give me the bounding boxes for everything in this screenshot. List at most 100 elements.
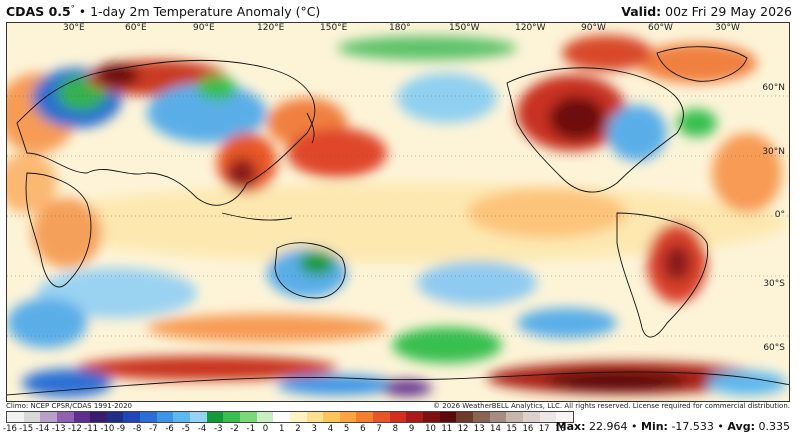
colorbar-tick: -7 — [149, 424, 158, 434]
header: CDAS 0.5° • 1-day 2m Temperature Anomaly… — [0, 0, 800, 22]
stats-sep: • — [717, 420, 724, 433]
colorbar-swatch — [306, 412, 324, 422]
colorbar-swatch — [56, 412, 74, 422]
lat-label: 30°S — [763, 279, 785, 289]
avg-value: 0.335 — [758, 420, 791, 433]
colorbar-swatch — [373, 412, 390, 422]
lon-label: 60°W — [648, 23, 673, 33]
colorbar-swatch — [406, 412, 424, 422]
max-value: 22.964 — [589, 420, 628, 433]
colorbar-tick: -14 — [35, 424, 50, 434]
colorbar-tick: 2 — [295, 424, 301, 434]
colorbar-tick: -16 — [3, 424, 17, 434]
colorbar-swatch — [456, 412, 473, 422]
degree-mark: ° — [70, 4, 75, 13]
colorbar-tick: -9 — [116, 424, 126, 434]
colorbar-tick: -13 — [51, 424, 66, 434]
title-bar: CDAS 0.5° • 1-day 2m Temperature Anomaly… — [6, 4, 320, 19]
colorbar — [6, 411, 574, 423]
colorbar-swatch — [323, 412, 340, 422]
colorbar-swatch — [90, 412, 107, 422]
lat-label: 60°N — [762, 83, 785, 93]
lon-label: 30°E — [63, 23, 85, 33]
colorbar-swatch — [239, 412, 257, 422]
colorbar-swatch — [506, 412, 523, 422]
colorbar-tick: -12 — [67, 424, 82, 434]
colorbar-tick: 1 — [278, 424, 285, 434]
valid-time-block: Valid: 00z Fri 29 May 2026 — [621, 4, 792, 19]
valid-time: 00z Fri 29 May 2026 — [665, 4, 792, 19]
colorbar-tick: 0 — [262, 424, 269, 434]
stats-sep: • — [631, 420, 638, 433]
colorbar-swatch — [73, 412, 91, 422]
colorbar-swatch — [339, 412, 357, 422]
colorbar-swatch — [140, 412, 157, 422]
colorbar-ticks: -16 -15 -14 -13 -12 -11 -10 -9 -8 -7 -6 -5 -4 -3 -2 -1 0… — [3, 424, 574, 438]
colorbar-swatch — [156, 412, 174, 422]
colorbar-swatch — [190, 412, 207, 422]
colorbar-tick: 11 — [441, 424, 453, 434]
colorbar-tick: -5 — [181, 424, 191, 434]
lon-label: 30°W — [715, 23, 740, 33]
colorbar-swatch — [489, 412, 507, 422]
title-separator: • — [78, 4, 87, 20]
colorbar-tick: -4 — [197, 424, 207, 434]
colorbar-tick: 12 — [457, 424, 469, 434]
copyright-note: © 2026 WeatherBELL Analytics, LLC. All r… — [433, 402, 790, 410]
lon-label: 90°E — [193, 23, 215, 33]
colorbar-tick: 16 — [522, 424, 534, 434]
anomaly-field — [7, 35, 787, 397]
colorbar-tick: 7 — [376, 424, 382, 434]
colorbar-swatch — [7, 412, 24, 422]
lon-label: 150°E — [320, 23, 348, 33]
colorbar-swatch — [472, 412, 490, 422]
min-label: Min: — [641, 420, 668, 433]
colorbar-tick: 6 — [360, 424, 366, 434]
colorbar-tick: -1 — [246, 424, 255, 434]
anomaly-map: 30°E 60°E 90°E 120°E 150°E 180° 150°W 12… — [6, 22, 790, 402]
colorbar-swatch — [289, 412, 307, 422]
colorbar-swatch — [539, 412, 557, 422]
colorbar-swatch — [556, 412, 573, 422]
max-label: Max: — [555, 420, 586, 433]
colorbar-tick: 10 — [425, 424, 436, 434]
colorbar-tick: 15 — [506, 424, 518, 434]
map-canvas — [7, 23, 789, 401]
stats-readout: Max: 22.964 • Min: -17.533 • Avg: 0.335 — [556, 420, 790, 433]
colorbar-swatch — [173, 412, 191, 422]
colorbar-swatch — [123, 412, 141, 422]
colorbar-tick: 8 — [392, 424, 399, 434]
lat-label: 0° — [774, 210, 785, 220]
colorbar-swatch — [23, 412, 41, 422]
climo-note: Climo: NCEP CPSR/CDAS 1991-2020 — [6, 402, 132, 410]
colorbar-swatch — [106, 412, 124, 422]
colorbar-tick: -11 — [84, 424, 99, 434]
avg-label: Avg: — [727, 420, 755, 433]
colorbar-swatch — [273, 412, 290, 422]
colorbar-swatch — [223, 412, 240, 422]
colorbar-tick: -8 — [132, 424, 142, 434]
colorbar-swatch — [206, 412, 224, 422]
colorbar-swatch — [522, 412, 540, 422]
colorbar-tick: 14 — [490, 424, 501, 434]
colorbar-tick: 17 — [538, 424, 550, 434]
colorbar-tick: -6 — [165, 424, 174, 434]
colorbar-tick: -10 — [100, 424, 115, 434]
colorbar-tick: 5 — [343, 424, 350, 434]
lat-label: 30°N — [762, 147, 785, 157]
lon-label: 60°E — [125, 23, 147, 33]
colorbar-swatch — [389, 412, 407, 422]
graticule — [7, 95, 789, 337]
colorbar-swatch — [423, 412, 440, 422]
colorbar-tick: -15 — [19, 424, 34, 434]
colorbar-swatch — [356, 412, 374, 422]
valid-label: Valid: — [621, 4, 662, 19]
colorbar-tick: 9 — [408, 424, 415, 434]
colorbar-tick: 4 — [327, 424, 334, 434]
lon-label: 120°W — [515, 23, 546, 33]
colorbar-swatch — [256, 412, 274, 422]
map-title: 1-day 2m Temperature Anomaly (°C) — [90, 4, 321, 20]
colorbar-tick: 13 — [473, 424, 485, 434]
coastlines — [7, 46, 789, 396]
colorbar-tick: 3 — [311, 424, 317, 434]
